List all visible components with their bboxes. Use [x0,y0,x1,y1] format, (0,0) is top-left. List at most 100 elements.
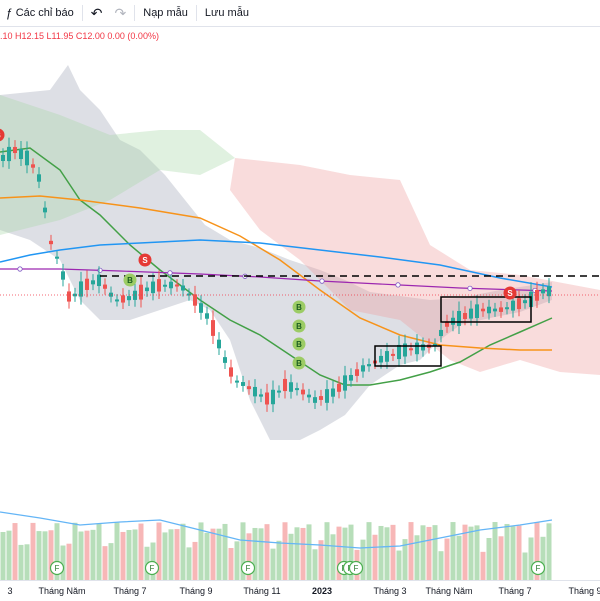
financial-report-marker [144,560,160,576]
candle-body [295,388,299,391]
redo-button[interactable]: ↷ [109,0,133,26]
buy-signal-label: B [296,340,302,349]
candle-body [433,343,437,347]
volume-bar [210,528,216,580]
volume-bar [360,539,366,580]
volume-bar [450,522,456,580]
ma-node [97,267,103,273]
volume-bar [78,531,84,580]
ma-node [319,278,325,284]
time-axis: 3 Tháng Năm Tháng 7 Tháng 9 Tháng 11 2023 Thán… [0,580,600,601]
volume-bar [540,536,546,580]
volume-bar [30,522,36,580]
candle-body [229,367,233,377]
candle-body [103,284,107,289]
volume-bar [516,525,522,580]
volume-bar [444,538,450,580]
undo-button[interactable]: ↶ [85,0,109,26]
volume-bar [300,527,306,580]
volume-bar [60,545,66,580]
candle-body [1,155,5,161]
volume-bar [96,523,102,580]
financial-report-label: F [536,564,541,573]
candle-body [205,313,209,319]
volume-bar [342,527,348,580]
candle-body [415,342,419,355]
volume-bar [510,526,516,580]
candle-body [235,380,239,383]
candle-body [217,339,221,349]
volume-bar [492,522,498,580]
candle-body [115,299,119,302]
volume-bar [336,526,342,580]
volume-bar [12,523,18,580]
load-template-label: Nạp mẫu [143,7,188,19]
time-axis-label: Tháng 7 [498,586,532,596]
candle-body [439,329,443,337]
volume-bar [198,522,204,580]
volume-bar [456,535,462,580]
load-template-button[interactable]: Nạp mẫu [137,0,194,26]
volume-bar [54,523,60,580]
candle-body [505,307,509,310]
volume-bar [228,548,234,580]
indicators-button[interactable]: ƒ Các chỉ báo [0,0,80,26]
volume-bar [408,522,414,580]
buy-signal-marker [292,337,306,351]
volume-bar [42,531,48,580]
cloud-bullish [0,95,235,235]
candle-body [91,280,95,285]
candle-body [25,150,29,166]
volume-bar [18,544,24,580]
save-template-button[interactable]: Lưu mẫu [199,0,255,26]
candle-body [367,364,371,367]
volume-bar [312,549,318,580]
sell-signal-marker [503,286,517,300]
volume-bar [90,529,96,580]
candle-body [79,281,83,297]
candle-body [331,388,335,397]
candle-body [169,281,173,289]
sell-signal-marker [0,128,5,142]
candle-body [355,369,359,376]
toolbar-divider [81,5,83,21]
candle-body [283,378,287,392]
volume-bar [486,538,492,580]
time-axis-label: Tháng 11 [243,586,281,596]
volume-bar [240,522,246,580]
volume-bar [402,539,408,580]
volume-bar [246,533,252,580]
candle-body [49,240,53,245]
buy-signal-label: B [127,276,133,285]
volume-bar [462,524,468,580]
volume-bar [162,532,168,580]
moving-averages [0,147,553,386]
candle-body [175,284,179,287]
candle-body [397,344,401,360]
candle-body [211,320,215,336]
candle-body [121,295,125,303]
candle-body [313,397,317,403]
volume-bar [414,535,420,580]
financial-report-marker [348,560,364,576]
toolbar-divider [195,5,197,21]
financial-report-label: F [354,564,359,573]
candle-body [67,291,71,302]
candle-body [379,355,383,363]
volume-bar [102,546,108,580]
candle-body [493,308,497,312]
candle-body [361,365,365,372]
time-axis-label: Tháng 3 [373,586,407,596]
price-chart[interactable]: SSSBBBBBFFFFFFF [0,0,600,580]
volume-bar [396,550,402,580]
candle-body [409,348,413,351]
volume-bar [390,524,396,580]
candle-body [469,308,473,319]
volume-bar [294,527,300,580]
time-axis-label: Tháng 9 [568,586,600,596]
candle-body [511,300,515,311]
candle-body [547,286,551,297]
candle-body [151,281,155,294]
toolbar-divider [134,5,136,21]
indicators-label: Các chỉ báo [15,7,74,19]
